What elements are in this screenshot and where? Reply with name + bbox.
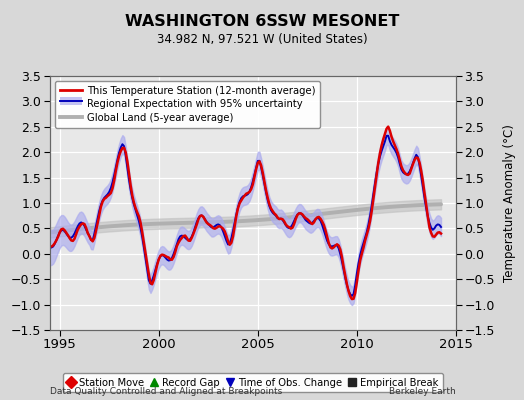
- Text: 34.982 N, 97.521 W (United States): 34.982 N, 97.521 W (United States): [157, 33, 367, 46]
- Y-axis label: Temperature Anomaly (°C): Temperature Anomaly (°C): [503, 124, 516, 282]
- Text: Berkeley Earth: Berkeley Earth: [389, 387, 456, 396]
- Legend: Station Move, Record Gap, Time of Obs. Change, Empirical Break: Station Move, Record Gap, Time of Obs. C…: [63, 373, 443, 392]
- Text: WASHINGTON 6SSW MESONET: WASHINGTON 6SSW MESONET: [125, 14, 399, 29]
- Text: Data Quality Controlled and Aligned at Breakpoints: Data Quality Controlled and Aligned at B…: [50, 387, 282, 396]
